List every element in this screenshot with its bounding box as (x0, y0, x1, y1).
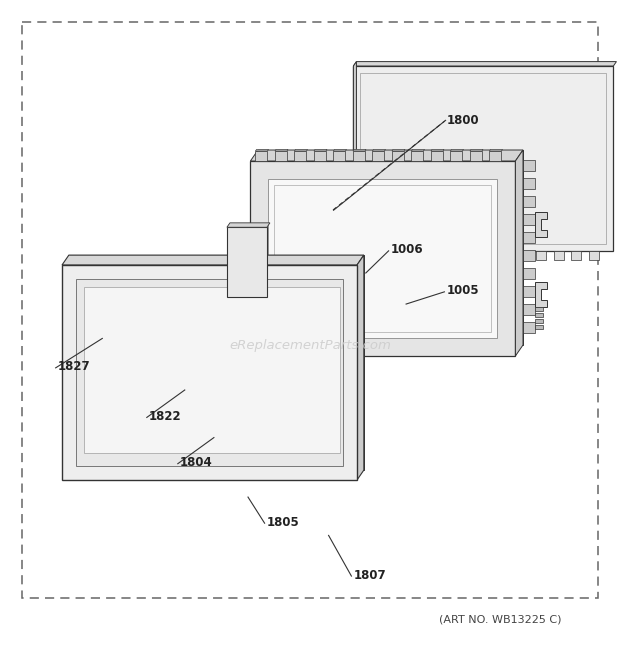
Polygon shape (470, 149, 483, 151)
Polygon shape (294, 149, 308, 151)
Polygon shape (255, 149, 268, 151)
Polygon shape (523, 214, 535, 225)
Polygon shape (431, 151, 443, 161)
Polygon shape (250, 161, 515, 356)
Polygon shape (62, 255, 364, 265)
Text: 1822: 1822 (149, 410, 182, 423)
Polygon shape (353, 149, 366, 151)
Polygon shape (258, 150, 523, 345)
Polygon shape (523, 322, 535, 333)
Polygon shape (227, 223, 270, 227)
Text: 1005: 1005 (446, 284, 479, 297)
Polygon shape (314, 151, 326, 161)
Polygon shape (523, 250, 535, 261)
Text: 1827: 1827 (58, 360, 91, 373)
Polygon shape (361, 251, 371, 260)
Polygon shape (357, 255, 364, 480)
Polygon shape (536, 282, 547, 307)
Polygon shape (353, 66, 613, 251)
Polygon shape (275, 151, 287, 161)
Polygon shape (536, 319, 544, 323)
Polygon shape (572, 251, 582, 260)
Text: 1805: 1805 (267, 516, 299, 529)
Polygon shape (84, 287, 340, 453)
Polygon shape (523, 304, 535, 315)
Text: (ART NO. WB13225 C): (ART NO. WB13225 C) (439, 615, 561, 625)
Polygon shape (392, 151, 404, 161)
Polygon shape (373, 149, 386, 151)
Polygon shape (392, 149, 405, 151)
Polygon shape (450, 151, 463, 161)
Polygon shape (450, 149, 464, 151)
Polygon shape (515, 150, 523, 356)
Polygon shape (76, 279, 343, 466)
Polygon shape (353, 61, 356, 251)
Polygon shape (268, 179, 497, 338)
Polygon shape (412, 151, 423, 161)
Polygon shape (314, 149, 327, 151)
Text: 1804: 1804 (180, 456, 213, 469)
Polygon shape (536, 307, 544, 311)
Polygon shape (396, 251, 406, 260)
Polygon shape (466, 251, 476, 260)
Text: eReplacementParts.com: eReplacementParts.com (229, 338, 391, 352)
Polygon shape (62, 265, 357, 480)
Polygon shape (353, 61, 616, 66)
Polygon shape (353, 151, 365, 161)
Polygon shape (360, 73, 606, 244)
Polygon shape (275, 185, 492, 332)
Text: 1800: 1800 (446, 114, 479, 127)
Polygon shape (334, 149, 347, 151)
Polygon shape (519, 251, 529, 260)
Polygon shape (554, 251, 564, 260)
Polygon shape (484, 251, 494, 260)
Polygon shape (294, 151, 306, 161)
Polygon shape (523, 178, 535, 189)
Polygon shape (523, 160, 535, 171)
Polygon shape (470, 151, 482, 161)
Polygon shape (536, 313, 544, 317)
Polygon shape (589, 251, 599, 260)
Polygon shape (536, 251, 546, 260)
Polygon shape (431, 149, 444, 151)
Polygon shape (275, 149, 288, 151)
Polygon shape (523, 196, 535, 207)
Polygon shape (523, 268, 535, 279)
Polygon shape (227, 227, 267, 297)
Polygon shape (523, 286, 535, 297)
Polygon shape (334, 151, 345, 161)
Polygon shape (536, 212, 547, 237)
Text: 1006: 1006 (391, 243, 423, 256)
Polygon shape (489, 151, 502, 161)
Bar (22, 22, 598, 598)
Polygon shape (250, 150, 523, 161)
Polygon shape (432, 251, 441, 260)
Polygon shape (502, 251, 512, 260)
Polygon shape (379, 251, 389, 260)
Polygon shape (489, 149, 503, 151)
Polygon shape (69, 255, 364, 470)
Polygon shape (373, 151, 384, 161)
Polygon shape (255, 151, 267, 161)
Text: 1807: 1807 (353, 568, 386, 582)
Polygon shape (414, 251, 424, 260)
Polygon shape (536, 325, 544, 329)
Polygon shape (412, 149, 425, 151)
Polygon shape (523, 232, 535, 243)
Polygon shape (449, 251, 459, 260)
